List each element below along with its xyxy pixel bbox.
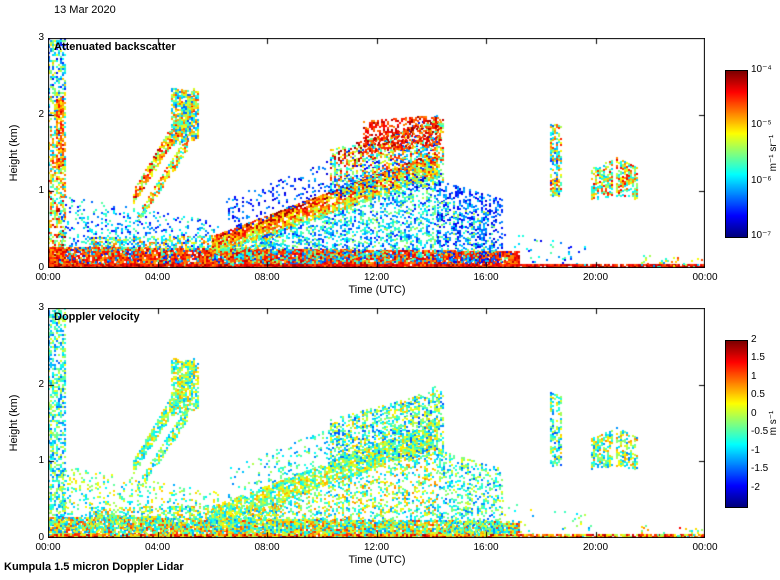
backscatter-colorbar-units: m⁻¹ sr⁻¹ [768,134,779,172]
colorbar-tick-label: 10⁻⁴ [751,64,772,75]
doppler-velocity-heatmap-canvas [48,308,705,538]
x-tick-label: 08:00 [254,542,280,553]
x-tick-label: 00:00 [692,542,718,553]
x-tick-label: 00:00 [692,272,718,283]
backscatter-y-axis-label: Height (km) [8,124,20,182]
colorbar-tick-label: 10⁻⁷ [751,230,772,241]
x-tick-label: 12:00 [363,272,390,283]
backscatter-heatmap-canvas [48,38,705,268]
x-tick-label: 16:00 [473,272,499,283]
x-tick-label: 16:00 [473,542,499,553]
instrument-label: Kumpula 1.5 micron Doppler Lidar [4,561,184,573]
doppler-velocity-title: Doppler velocity [54,311,140,323]
backscatter-colorbar-gradient [726,71,747,237]
x-tick-label: 12:00 [363,542,390,553]
doppler-velocity-y-axis-label: Height (km) [8,394,20,452]
y-tick-label: 2 [38,108,44,120]
y-tick-label: 0 [38,262,44,273]
backscatter-plot: Attenuated backscatter [48,38,705,268]
x-tick-label: 08:00 [254,272,280,283]
y-tick-label: 1 [38,185,44,197]
colorbar-tick-label: 2 [751,334,757,345]
backscatter-x-axis-label: Time (UTC) [348,284,406,296]
x-tick-label: 20:00 [582,542,609,553]
colorbar-tick-label: 10⁻⁶ [751,174,772,186]
doppler-velocity-colorbar [725,340,748,508]
x-tick-label: 04:00 [144,272,171,283]
x-tick-label: 20:00 [582,272,609,283]
y-tick-label: 1 [38,455,44,467]
doppler-velocity-x-axis-label: Time (UTC) [348,554,406,566]
colorbar-tick-label: -0.5 [751,426,769,438]
y-tick-label: 2 [38,378,44,390]
colorbar-tick-label: -1.5 [751,463,769,475]
x-tick-label: 00:00 [35,542,61,553]
colorbar-tick-label: 0 [751,407,757,419]
y-tick-label: 0 [38,532,44,543]
colorbar-tick-label: -1 [751,444,760,456]
colorbar-tick-label: 1 [751,370,757,382]
backscatter-title: Attenuated backscatter [54,41,176,53]
y-tick-label: 3 [38,302,44,313]
colorbar-tick-label: 1.5 [751,352,765,364]
colorbar-tick-label: -2 [751,481,760,493]
colorbar-tick-label: 0.5 [751,389,765,401]
colorbar-tick-label: 10⁻⁵ [751,119,772,131]
date-label: 13 Mar 2020 [54,4,116,16]
y-tick-label: 3 [38,32,44,43]
doppler-velocity-plot: Doppler velocity [48,308,705,538]
backscatter-colorbar [725,70,748,238]
x-tick-label: 00:00 [35,272,61,283]
x-tick-label: 04:00 [144,542,171,553]
doppler-velocity-colorbar-gradient [726,341,747,507]
